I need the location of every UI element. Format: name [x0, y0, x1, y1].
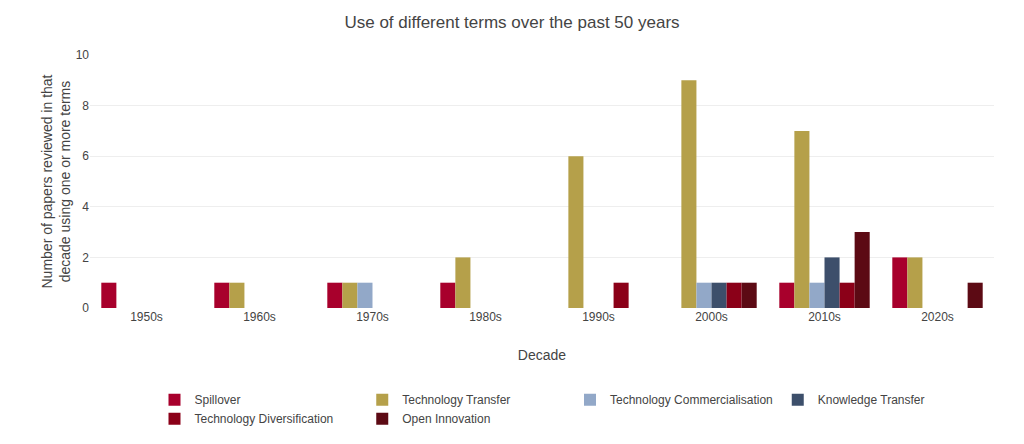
svg-text:Use of different terms over th: Use of different terms over the past 50 …: [344, 13, 679, 32]
svg-text:0: 0: [82, 301, 89, 315]
svg-text:1960s: 1960s: [243, 310, 276, 324]
svg-text:2010s: 2010s: [808, 310, 841, 324]
svg-text:8: 8: [82, 99, 89, 113]
svg-text:1980s: 1980s: [469, 310, 502, 324]
svg-text:Open Innovation: Open Innovation: [402, 412, 490, 426]
svg-text:Technology Diversification: Technology Diversification: [195, 412, 334, 426]
svg-text:Spillover: Spillover: [195, 393, 241, 407]
svg-text:2020s: 2020s: [921, 310, 954, 324]
svg-text:2: 2: [82, 251, 89, 265]
svg-text:1990s: 1990s: [582, 310, 615, 324]
svg-text:2000s: 2000s: [695, 310, 728, 324]
svg-text:Knowledge Transfer: Knowledge Transfer: [818, 393, 925, 407]
svg-text:1970s: 1970s: [356, 310, 389, 324]
svg-text:1950s: 1950s: [130, 310, 163, 324]
svg-text:Decade: Decade: [518, 347, 566, 363]
svg-text:Technology Commercialisation: Technology Commercialisation: [610, 393, 773, 407]
svg-text:Number of papers reviewed in t: Number of papers reviewed in thatdecade …: [39, 74, 73, 288]
svg-text:10: 10: [76, 48, 90, 62]
svg-text:6: 6: [82, 149, 89, 163]
svg-text:4: 4: [82, 200, 89, 214]
svg-text:Technology Transfer: Technology Transfer: [402, 393, 510, 407]
